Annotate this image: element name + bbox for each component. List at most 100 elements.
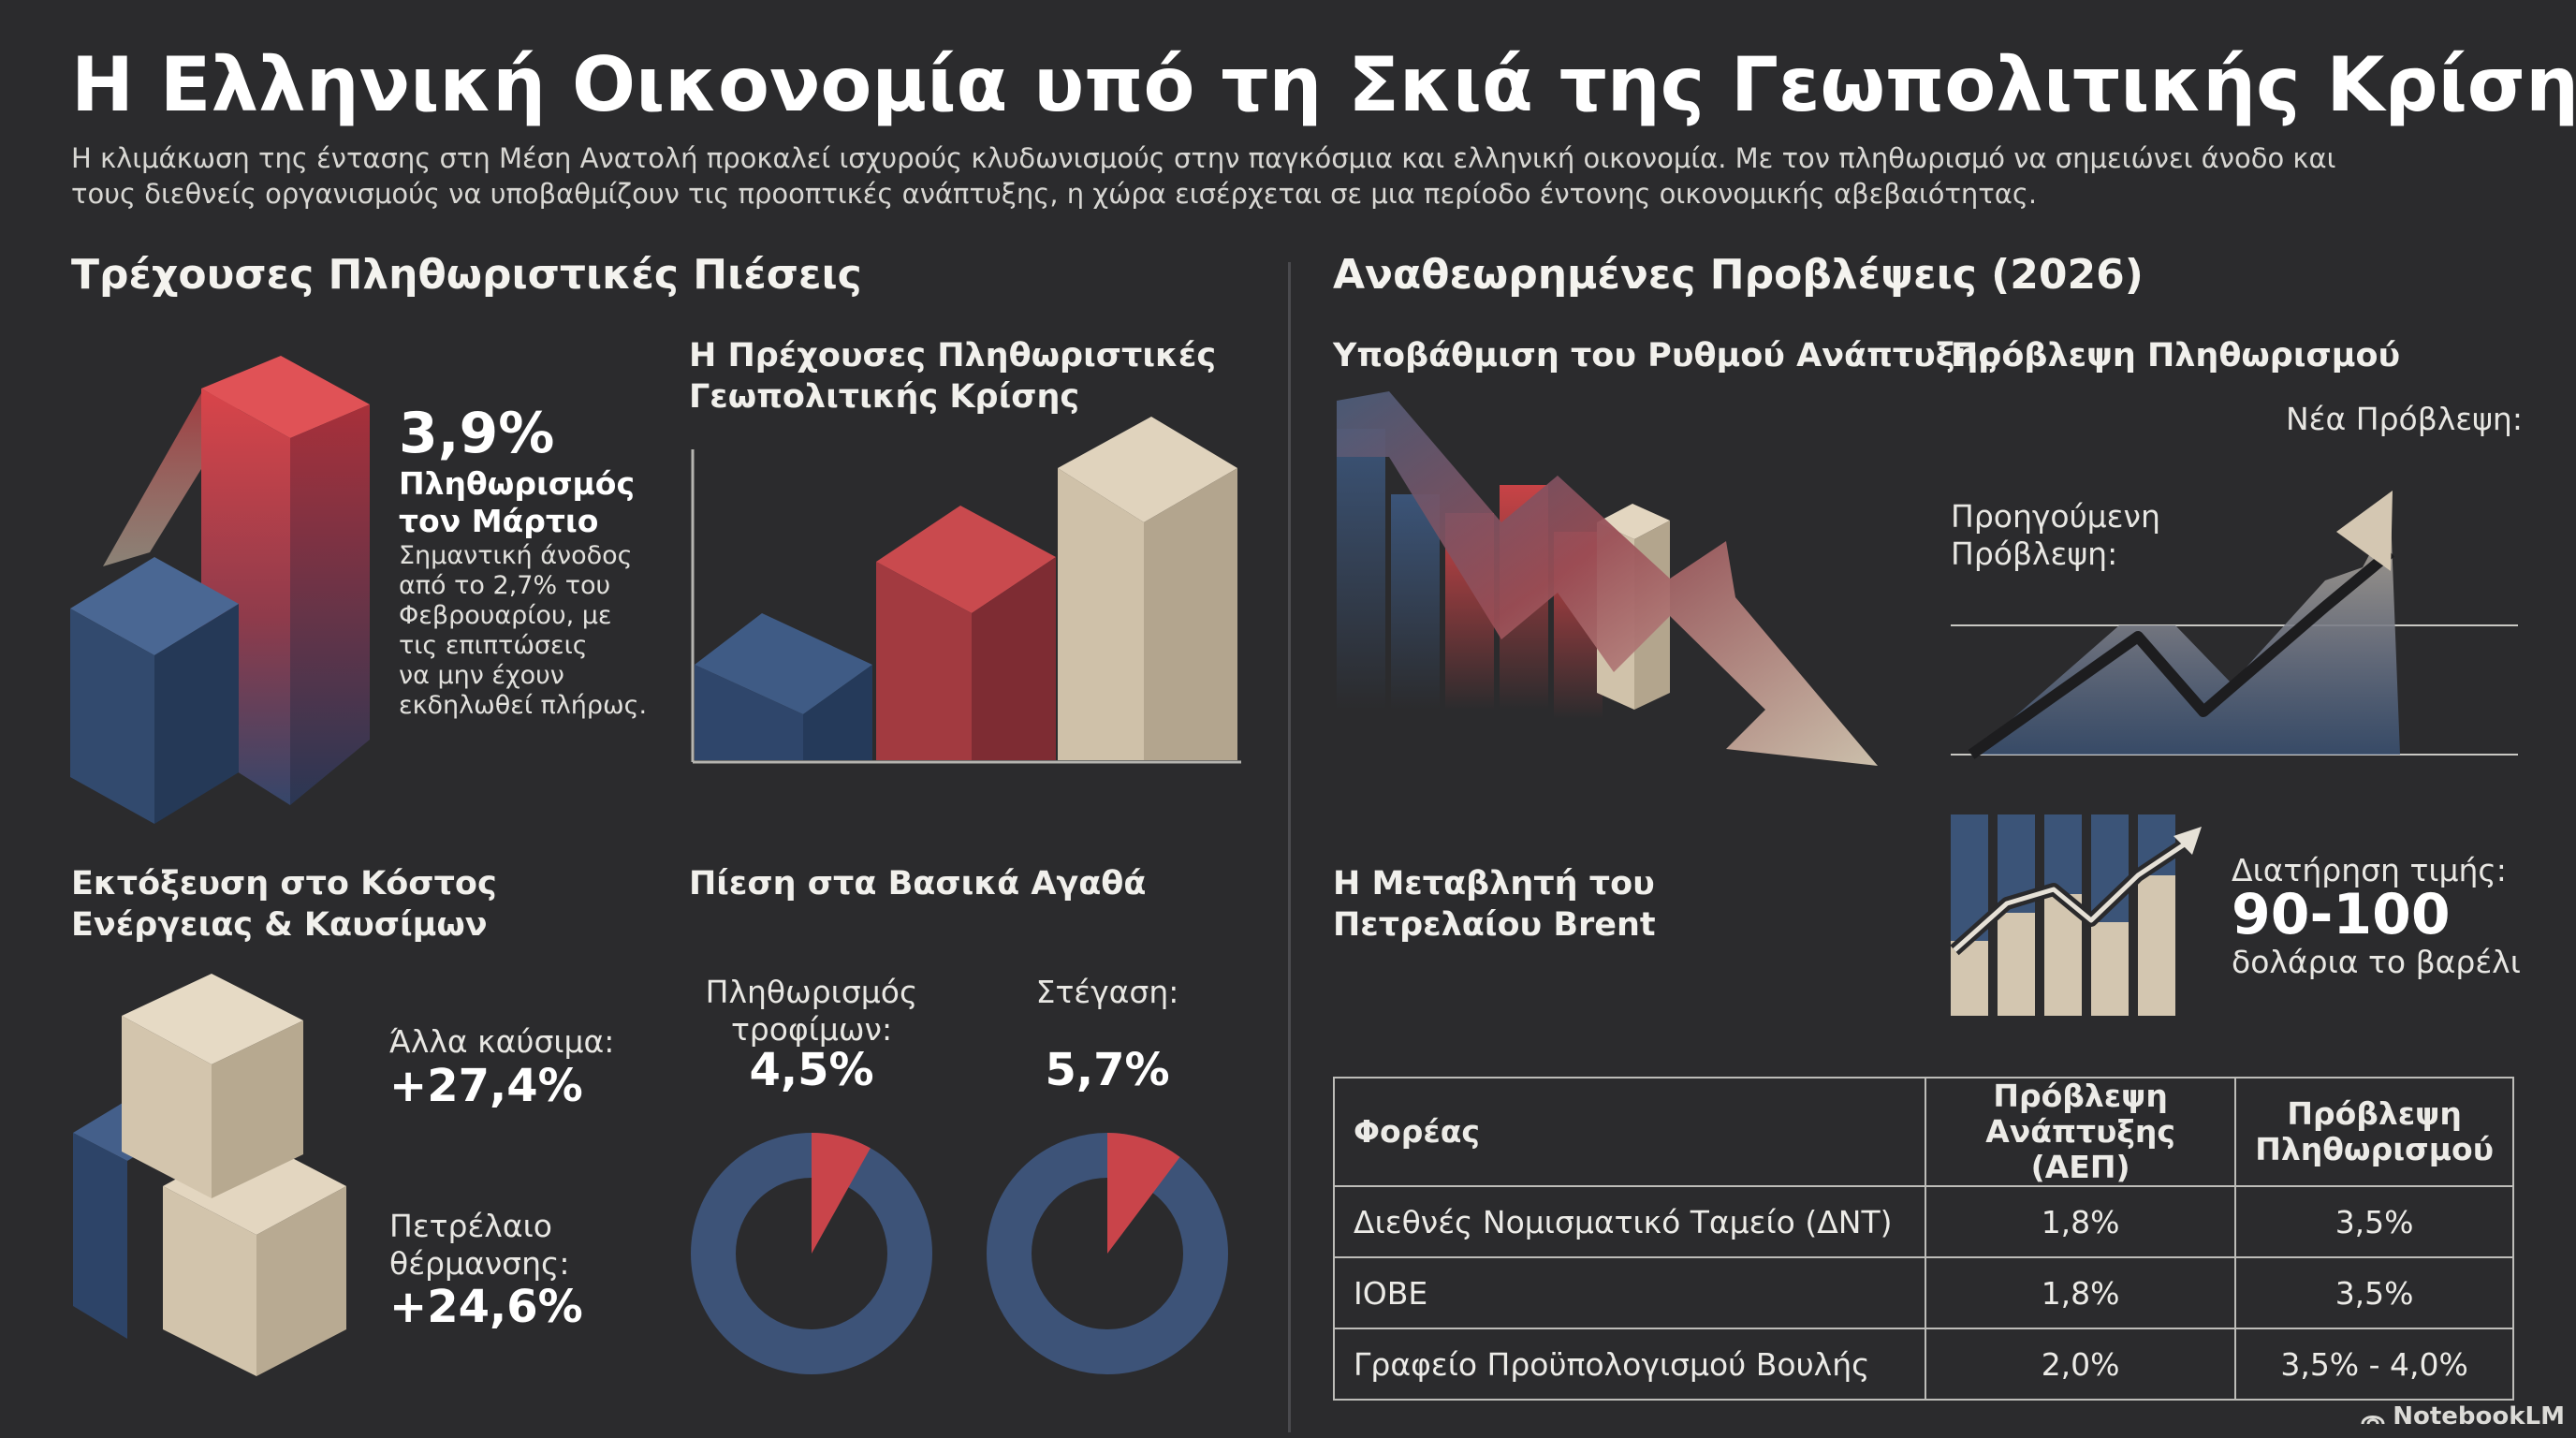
food-donut-slice: [812, 1133, 871, 1254]
bar-red-side: [290, 404, 370, 805]
food-label-line-2: τροφίμων:: [730, 1011, 893, 1048]
desc-line: Φεβρουαρίου, με: [399, 601, 612, 630]
march-inflation-label: Πληθωρισμός τον Μάρτιο: [399, 465, 635, 540]
inflation-header-line-2: Πληθωρισμού: [2255, 1131, 2494, 1167]
geo-title-line-2: Γεωπολιτικής Κρίσης: [689, 378, 1080, 416]
org-cell: Διεθνές Νομισματικό Ταμείο (ΔΝΤ): [1333, 1185, 1926, 1258]
previous-label-line-1: Προηγούμενη: [1951, 498, 2160, 535]
growth-title: Υποβάθμιση του Ρυθμού Ανάπτυξης: [1333, 337, 1998, 374]
housing-value: 5,7%: [1045, 1044, 1170, 1096]
gdp-cell: 1,8%: [1924, 1185, 2237, 1258]
brent-trend-line-outline: [1953, 835, 2196, 952]
forecast-table: Φορέας Πρόβλεψη Ανάπτυξης (ΑΕΠ) Πρόβλεψη…: [1333, 1077, 2514, 1401]
geo-bar-navy-side: [803, 665, 872, 760]
desc-line: τις επιπτώσεις: [399, 631, 588, 660]
geo-bar-red-front: [876, 562, 972, 760]
brent-price-illustration: [1950, 814, 2202, 1016]
col-header-inflation: Πρόβλεψη Πληθωρισμού: [2234, 1077, 2514, 1187]
left-section-title: Τρέχουσες Πληθωριστικές Πιέσεις: [71, 251, 862, 299]
brent-up-arrow-head: [2174, 827, 2202, 855]
geo-chart-title: Η Πρέχουσες Πληθωριστικές Γεωπολιτικής Κ…: [689, 335, 1216, 418]
right-section-title: Αναθεωρημένες Προβλέψεις (2026): [1333, 251, 2144, 299]
cube-navy-front: [73, 1133, 127, 1339]
brent-bar: [2091, 922, 2129, 1016]
new-forecast-label: Νέα Πρόβλεψη:: [2286, 401, 2523, 437]
march-label-line-1: Πληθωρισμός: [399, 465, 636, 502]
other-fuels-label: Άλλα καύσιμα:: [389, 1023, 615, 1060]
inflation-forecast-title: Πρόβλεψη Πληθωρισμού: [1951, 337, 2401, 374]
inflation-cell: 3,5%: [2234, 1256, 2514, 1329]
march-label-line-2: τον Μάρτιο: [399, 503, 599, 539]
march-inflation-value: 3,9%: [399, 401, 555, 466]
march-inflation-description: Σημαντική άνοδος από το 2,7% του Φεβρουα…: [399, 541, 647, 721]
geo-bar-red-top: [876, 506, 1056, 613]
forecast-area: [1971, 515, 2400, 755]
forecast-up-arrow-head: [2336, 491, 2393, 571]
table-row: Γραφείο Προϋπολογισμού Βουλής 2,0% 3,5% …: [1333, 1328, 2514, 1401]
energy-cubes-illustration: [73, 974, 346, 1376]
gdp-cell: 1,8%: [1924, 1256, 2237, 1329]
housing-donut-slice: [1107, 1133, 1180, 1254]
gdp-header-line-1: Πρόβλεψη: [1993, 1078, 2168, 1114]
housing-label: Στέγαση:: [1035, 974, 1179, 1010]
org-cell: ΙΟΒΕ: [1333, 1256, 1926, 1329]
housing-donut: [987, 1133, 1228, 1374]
table-row: Διεθνές Νομισματικό Ταμείο (ΔΝΤ) 1,8% 3,…: [1333, 1185, 2514, 1258]
brent-bar: [2138, 875, 2175, 1016]
cube-beige-high-front: [122, 1016, 212, 1198]
inflation-cell: 3,5% - 4,0%: [2234, 1328, 2514, 1401]
energy-title: Εκτόξευση στο Κόστος Ενέργειας & Καυσίμω…: [71, 863, 497, 946]
gdp-cell: 2,0%: [1924, 1328, 2237, 1401]
cube-beige-high-top: [122, 974, 303, 1064]
food-label-line-1: Πληθωρισμός: [705, 974, 918, 1010]
heating-oil-label: Πετρέλαιο θέρμανσης:: [389, 1208, 569, 1283]
inflation-forecast-illustration: [1951, 491, 2518, 759]
brent-keep-label: Διατήρηση τιμής:: [2232, 852, 2507, 888]
growth-downgrade-illustration: [1337, 391, 1878, 766]
section-divider: [1288, 262, 1291, 1432]
bar-red-top: [201, 356, 370, 438]
march-inflation-illustration: [70, 356, 370, 824]
bar-navy-front: [70, 609, 154, 824]
org-cell: Γραφείο Προϋπολογισμού Βουλής: [1333, 1328, 1926, 1401]
previous-forecast-label: Προηγούμενη Πρόβλεψη:: [1951, 498, 2160, 573]
geo-bar-beige-top: [1058, 417, 1237, 522]
brand-label: NotebookLM: [2393, 1402, 2565, 1431]
brent-bar: [1998, 913, 2035, 1016]
geo-title-line-1: Η Πρέχουσες Πληθωριστικές: [689, 337, 1217, 374]
geo-crisis-bar-chart: [691, 417, 1241, 764]
notebooklm-brand[interactable]: NotebookLM: [2361, 1402, 2565, 1431]
geo-bar-red-side: [972, 557, 1056, 760]
col-header-gdp: Πρόβλεψη Ανάπτυξης (ΑΕΠ): [1924, 1077, 2237, 1187]
food-inflation-value: 4,5%: [749, 1044, 874, 1096]
brent-price-range: 90-100: [2232, 882, 2451, 947]
brent-title-line-1: Η Μεταβλητή του: [1333, 865, 1655, 902]
heating-oil-label-line-2: θέρμανσης:: [389, 1245, 570, 1282]
basic-goods-title: Πίεση στα Βασικά Αγαθά: [689, 865, 1147, 902]
cube-beige-low-side: [256, 1186, 346, 1376]
growth-down-arrow: [1337, 391, 1878, 766]
brent-bar: [1951, 941, 1988, 1016]
bar-navy-top: [70, 557, 239, 655]
food-inflation-label: Πληθωρισμός τροφίμων:: [689, 974, 934, 1049]
desc-line: εκδηλωθεί πλήρως.: [399, 691, 648, 720]
previous-label-line-2: Πρόβλεψη:: [1951, 536, 2118, 572]
bar-navy-side: [154, 604, 239, 824]
geo-bar-beige-side: [1144, 468, 1237, 760]
cube-beige-high-side: [212, 1020, 303, 1198]
growth-bar: [1391, 494, 1440, 710]
inflation-header-line-1: Πρόβλεψη: [2287, 1095, 2462, 1132]
inflation-cell: 3,5%: [2234, 1185, 2514, 1258]
food-inflation-donut: [691, 1133, 932, 1374]
cube-beige-low-front: [163, 1186, 256, 1376]
intro-line-2: τους διεθνείς οργανισμούς να υποβαθμίζου…: [71, 178, 2038, 210]
brent-title-line-2: Πετρελαίου Brent: [1333, 906, 1656, 944]
table-row: ΙΟΒΕ 1,8% 3,5%: [1333, 1256, 2514, 1329]
table-header-row: Φορέας Πρόβλεψη Ανάπτυξης (ΑΕΠ) Πρόβλεψη…: [1333, 1077, 2514, 1187]
energy-title-line-2: Ενέργειας & Καυσίμων: [71, 906, 488, 944]
brent-unit: δολάρια το βαρέλι: [2232, 944, 2521, 980]
desc-line: Σημαντική άνοδος: [399, 541, 633, 570]
desc-line: να μην έχουν: [399, 661, 564, 690]
geo-bar-beige-front: [1058, 468, 1144, 760]
heating-oil-value: +24,6%: [389, 1281, 583, 1333]
